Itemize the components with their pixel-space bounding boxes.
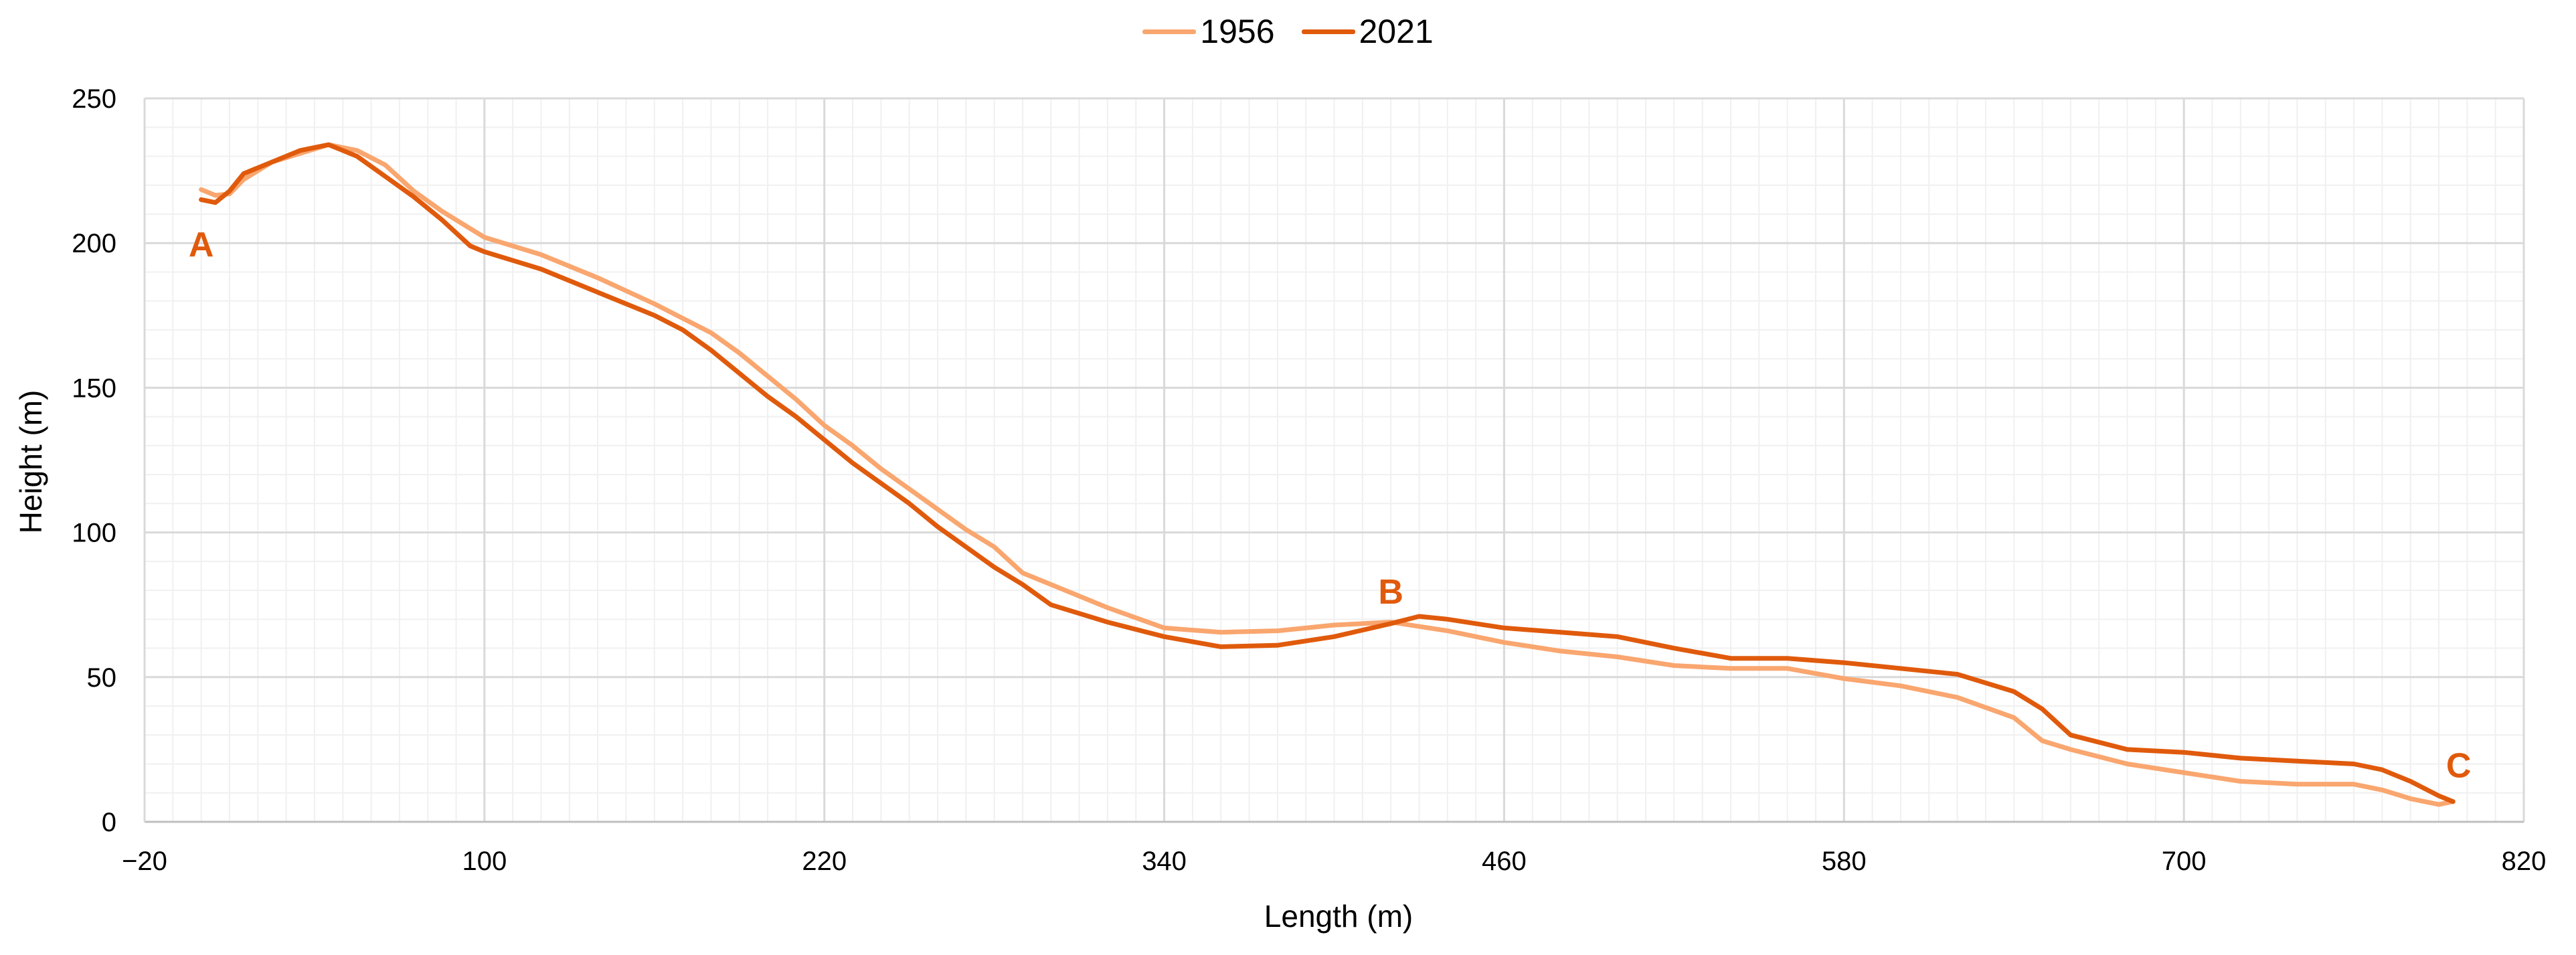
series-line-2021 bbox=[199, 142, 2456, 804]
legend-swatch-1956 bbox=[1142, 29, 1197, 34]
legend-label-1956: 1956 bbox=[1200, 13, 1275, 50]
y-tick-label: 50 bbox=[87, 663, 117, 693]
chart-legend: 1956 2021 bbox=[0, 12, 2576, 51]
legend-swatch-2021 bbox=[1301, 29, 1355, 34]
point-label-b: B bbox=[1378, 573, 1403, 612]
x-axis-title: Length (m) bbox=[1264, 899, 1413, 934]
point-annotations: A B C bbox=[189, 226, 2472, 785]
x-tick-label: 820 bbox=[2502, 847, 2547, 876]
x-tick-label: 100 bbox=[462, 847, 507, 876]
y-tick-label: 0 bbox=[102, 808, 116, 837]
legend-item-1956: 1956 bbox=[1142, 12, 1275, 51]
legend-label-2021: 2021 bbox=[1359, 13, 1434, 50]
point-label-c: C bbox=[2446, 747, 2472, 786]
legend-item-2021: 2021 bbox=[1301, 12, 1434, 51]
y-tick-label: 200 bbox=[72, 229, 116, 258]
x-tick-label: −20 bbox=[122, 847, 167, 876]
x-tick-label: 220 bbox=[802, 847, 847, 876]
minor-grid bbox=[144, 98, 2524, 822]
y-tick-label: 100 bbox=[72, 519, 116, 548]
x-tick-label: 700 bbox=[2162, 847, 2207, 876]
x-axis-ticks: −20 100 220 340 460 580 700 820 bbox=[122, 847, 2546, 876]
y-axis-title: Height (m) bbox=[13, 390, 48, 534]
y-axis-ticks: 0 50 100 150 200 250 bbox=[72, 84, 116, 837]
series-layer bbox=[199, 142, 2456, 807]
x-tick-label: 580 bbox=[1822, 847, 1867, 876]
series-line-1956 bbox=[199, 142, 2456, 807]
x-tick-label: 460 bbox=[1482, 847, 1527, 876]
major-grid bbox=[143, 97, 2525, 823]
y-tick-label: 250 bbox=[72, 84, 116, 114]
x-tick-label: 340 bbox=[1142, 847, 1187, 876]
point-label-a: A bbox=[189, 226, 214, 264]
y-tick-label: 150 bbox=[72, 373, 116, 403]
